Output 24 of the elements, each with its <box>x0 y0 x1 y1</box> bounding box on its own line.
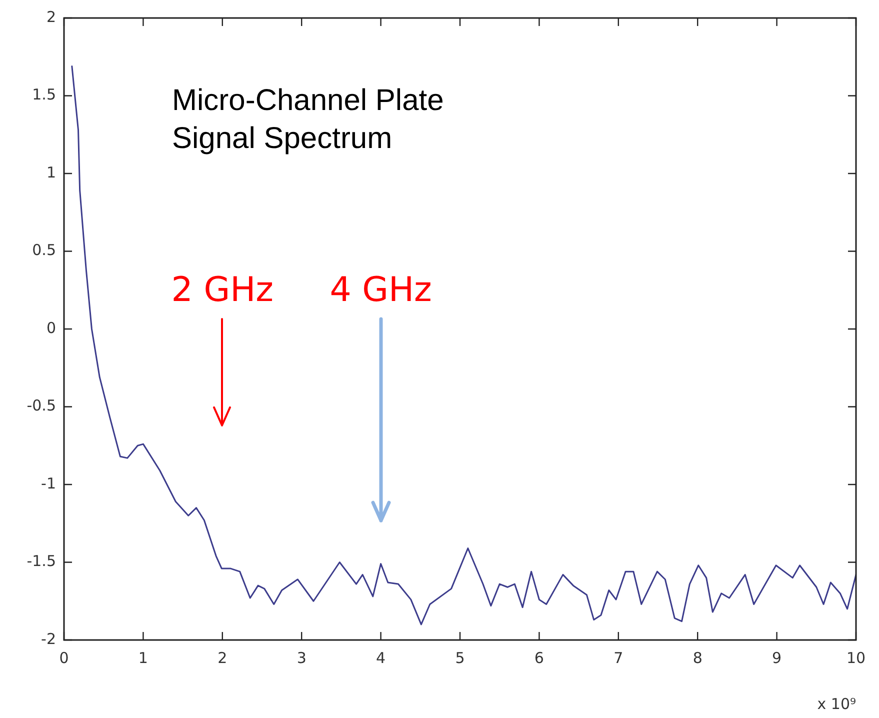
x-tick-label: 6 <box>534 648 544 667</box>
x-tick-label: 2 <box>218 648 228 667</box>
y-tick-label: -1.5 <box>26 552 56 570</box>
y-tick-label: -0.5 <box>26 396 56 415</box>
y-tick-label: -1 <box>41 474 56 492</box>
text: Micro-Channel Plate Signal Spectrum <box>172 84 444 155</box>
y-tick-label: 0 <box>46 318 56 337</box>
x-tick-label: 9 <box>772 648 782 667</box>
x-tick-label: 5 <box>455 648 465 667</box>
y-tick-label: 1.5 <box>32 86 56 104</box>
y-tick-label: 2 <box>46 8 56 26</box>
annotation: 2 GHz <box>171 270 274 310</box>
x-tick-label: 0 <box>59 648 69 667</box>
x-tick-label: 1 <box>138 648 148 667</box>
x-axis-title: x 10⁹ <box>817 694 856 713</box>
y-tick-label: -2 <box>41 630 56 648</box>
annotation: 4 GHz <box>330 270 432 310</box>
x-tick-label: 7 <box>614 648 624 667</box>
y-tick-label: 0.5 <box>32 241 56 260</box>
x-tick-label: 3 <box>296 648 306 667</box>
x-tick-label: 10 <box>846 648 866 667</box>
x-tick-label: 4 <box>376 648 386 667</box>
x-tick-label: 8 <box>692 648 702 667</box>
y-tick-label: 1 <box>46 163 56 182</box>
